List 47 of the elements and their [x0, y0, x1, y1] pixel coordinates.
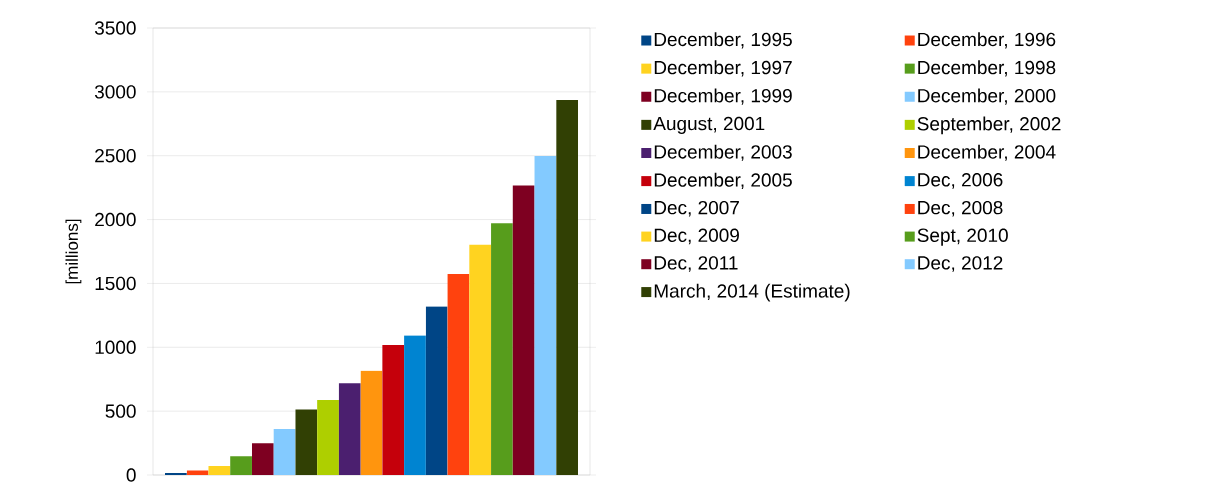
- y-tick-label: 1000: [95, 340, 136, 355]
- legend-label: Sept, 2010: [917, 228, 1008, 246]
- bar: [512, 185, 535, 475]
- legend-label: March, 2014 (Estimate): [654, 283, 850, 302]
- y-tick-label: 2500: [95, 148, 136, 163]
- legend-label: December, 1995: [654, 32, 792, 49]
- legend-label: Dec, 2009: [654, 228, 739, 245]
- bar: [251, 443, 274, 475]
- legend-label: Dec, 2007: [654, 200, 739, 217]
- bar: [556, 99, 579, 475]
- legend-label: December, 2003: [654, 144, 792, 161]
- y-tick-label: 3500: [94, 21, 136, 35]
- bar: [491, 223, 513, 475]
- bar: [186, 470, 209, 475]
- bar: [165, 472, 187, 475]
- y-tick-label: 1500: [95, 276, 136, 291]
- legend-label: December, 2004: [918, 144, 1056, 161]
- y-axis-title: [millions]: [65, 219, 82, 284]
- legend-label: December, 1997: [654, 60, 792, 77]
- legend-label: Dec, 2006: [918, 173, 1003, 189]
- y-tick-label: 3000: [94, 85, 136, 99]
- bar: [208, 466, 231, 475]
- bar: [534, 156, 557, 475]
- bar: [425, 306, 448, 475]
- bar: [447, 273, 470, 475]
- bar: [382, 344, 405, 475]
- bar: [230, 456, 252, 475]
- legend-label: September, 2002: [917, 116, 1061, 135]
- bar: [404, 335, 426, 475]
- bar: [317, 400, 339, 475]
- y-tick-label: 2000: [95, 212, 136, 227]
- y-tick-label: 0: [126, 468, 136, 482]
- legend-label: December, 1999: [654, 88, 792, 105]
- bar: [360, 370, 383, 475]
- legend-label: December, 1996: [918, 32, 1056, 49]
- legend-label: Dec, 2011: [654, 256, 738, 272]
- bar: [338, 383, 361, 475]
- legend-label: August, 2001: [653, 116, 765, 135]
- legend-label: Dec, 2008: [918, 200, 1003, 217]
- bar: [295, 409, 318, 475]
- legend-label: December, 1998: [918, 60, 1056, 77]
- y-tick-label: 500: [105, 404, 136, 418]
- bar: [273, 428, 296, 475]
- legend-label: December, 2005: [654, 172, 792, 189]
- legend-label: Dec, 2012: [918, 256, 1003, 272]
- bar: [469, 244, 492, 475]
- legend-label: December, 2000: [918, 88, 1056, 105]
